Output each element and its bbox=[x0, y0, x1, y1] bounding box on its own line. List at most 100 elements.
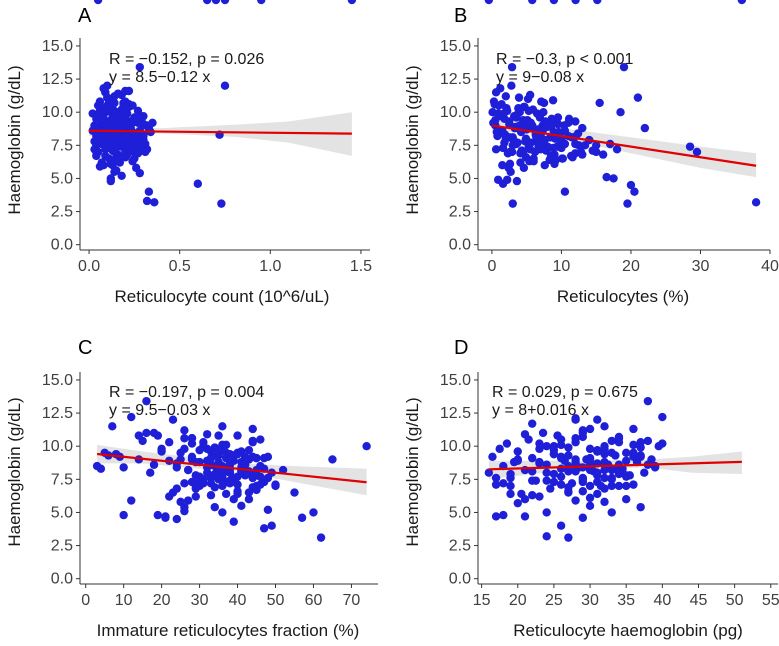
panel-b-data-point bbox=[512, 176, 522, 186]
panel-d-data-point bbox=[488, 452, 497, 461]
panel-a-data-point bbox=[139, 130, 148, 139]
panel-d-data-point bbox=[600, 457, 609, 467]
panel-c-data-point bbox=[229, 517, 238, 526]
panel-a-data-point bbox=[110, 147, 119, 157]
panel-b-annotation-eq: y = 9−0.08 x bbox=[496, 69, 584, 86]
panel-c-data-point bbox=[244, 495, 254, 504]
panel-c-data-point bbox=[218, 481, 227, 491]
panel-d-data-point bbox=[571, 415, 580, 424]
panel-c-x-tick-label: 50 bbox=[267, 592, 285, 609]
panel-b-y-tick-label: 12.5 bbox=[440, 71, 471, 88]
panel-b-data-point bbox=[751, 198, 761, 207]
panel-c-data-point bbox=[233, 489, 242, 499]
panel-b-x-tick-label: 20 bbox=[622, 258, 640, 275]
panel-c-data-point bbox=[290, 488, 299, 497]
panel-d-data-point bbox=[542, 476, 551, 485]
panel-c-x-tick-label: 60 bbox=[305, 592, 323, 609]
panel-d-data-point bbox=[535, 439, 544, 448]
panel-b-data-point bbox=[503, 175, 512, 184]
panel-b-x-tick-label: 0 bbox=[487, 258, 496, 275]
panel-c-data-point bbox=[309, 508, 318, 517]
panel-d-data-point bbox=[528, 0, 537, 5]
panel-d-data-point bbox=[621, 456, 631, 465]
panel-a-y-tick-label: 0.0 bbox=[51, 237, 73, 254]
panel-b-data-point bbox=[490, 100, 499, 109]
panel-b-x-tick-label: 40 bbox=[761, 258, 779, 275]
panel-a-plot: 0.0 2.5 5.0 7.5 10.0 12.5 15.0 0.0 0.5 1.0 1.5 bbox=[42, 0, 372, 275]
panel-d-data-point bbox=[658, 412, 667, 422]
panel-a-data-point bbox=[117, 153, 126, 162]
panel-d-data-point bbox=[600, 422, 609, 431]
panel-c-y-tick-label: 2.5 bbox=[51, 538, 73, 555]
panel-d-data-point bbox=[578, 487, 588, 496]
panel-a-data-point bbox=[104, 104, 114, 113]
panel-d-data-point bbox=[546, 484, 555, 493]
panel-b-data-point bbox=[568, 153, 577, 162]
panel-b-data-point bbox=[560, 187, 570, 196]
panel-b-data-point bbox=[609, 174, 618, 183]
panel-a-y-tick-label: 7.5 bbox=[51, 137, 73, 154]
panel-d-data-point bbox=[585, 493, 595, 503]
panel-d-data-point bbox=[643, 396, 653, 406]
panel-d-x-tick-label: 35 bbox=[617, 592, 635, 609]
panel-c-data-point bbox=[195, 481, 204, 491]
panel-d-data-point bbox=[542, 508, 551, 517]
panel-a-x-tick-label: 0.0 bbox=[78, 258, 100, 275]
panel-d-data-point bbox=[607, 508, 616, 517]
panel-b-data-point bbox=[557, 143, 566, 153]
panel-c-data-point bbox=[119, 510, 128, 520]
panel-a-data-point bbox=[139, 119, 148, 129]
panel-b-data-point bbox=[526, 118, 536, 128]
panel-d-data-point bbox=[520, 512, 530, 521]
panel-d-data-point bbox=[600, 444, 609, 454]
panel-c-y-tick-label: 12.5 bbox=[42, 405, 73, 422]
panel-d-data-point bbox=[556, 440, 566, 450]
panel-d-xlabel: Reticulocyte haemoglobin (pg) bbox=[513, 621, 743, 640]
panel-d-data-point bbox=[520, 430, 530, 439]
panel-b-x-tick-label: 30 bbox=[692, 258, 710, 275]
panel-d-data-point bbox=[506, 469, 515, 479]
panel-d-data-point bbox=[528, 453, 537, 463]
panel-b-data-point bbox=[571, 139, 580, 149]
panel-c-data-point bbox=[180, 426, 189, 435]
panel-a-data-point bbox=[144, 187, 154, 196]
panel-a-y-tick-label: 15.0 bbox=[42, 38, 73, 55]
panel-d-data-point bbox=[650, 461, 660, 471]
panel-c-data-point bbox=[248, 424, 257, 434]
panel-a-y-tick-label: 5.0 bbox=[51, 170, 73, 187]
panel-a-regression-line bbox=[89, 129, 352, 135]
panel-a-annotation-eq: y = 8.5−0.12 x bbox=[109, 69, 210, 86]
panel-c-data-point bbox=[256, 472, 265, 481]
panel-c-data-point bbox=[221, 489, 231, 499]
panel-d-data-point bbox=[593, 415, 602, 424]
panel-d-data-point bbox=[593, 489, 602, 499]
panel-c-x-tick-label: 40 bbox=[229, 592, 247, 609]
panel-d-data-point bbox=[556, 452, 566, 461]
panel-c-ylabel: Haemoglobin (g/dL) bbox=[5, 397, 24, 546]
panel-b-data-point bbox=[616, 108, 625, 117]
panel-c-data-point bbox=[278, 465, 288, 475]
panel-c-data-point bbox=[248, 471, 257, 480]
panel-a-data-point bbox=[97, 158, 106, 167]
panel-d-data-point bbox=[535, 457, 544, 467]
panel-c-data-point bbox=[263, 505, 273, 514]
panel-c-data-point bbox=[127, 412, 136, 422]
panel-b-data-point bbox=[553, 119, 563, 129]
panel-b-data-point bbox=[550, 134, 560, 143]
panel-d-data-point bbox=[513, 447, 522, 456]
panel-a-data-point bbox=[131, 113, 141, 122]
panel-c-regression-line bbox=[96, 452, 367, 484]
panel-d-x-tick-label: 25 bbox=[545, 592, 563, 609]
panel-c-data-point bbox=[161, 513, 170, 522]
panel-c-data-point bbox=[149, 428, 159, 438]
panel-d-data-point bbox=[578, 513, 588, 522]
panel-b-data-point bbox=[591, 141, 601, 150]
panel-d-data-point bbox=[640, 468, 649, 477]
panel-d-data-point bbox=[614, 469, 624, 479]
panel-d-data-point bbox=[607, 436, 616, 446]
panel-a-data-point bbox=[101, 151, 110, 161]
panel-d-data-point bbox=[607, 473, 616, 483]
panel-d-data-point bbox=[621, 448, 631, 458]
panel-a-data-point bbox=[142, 145, 152, 154]
panel-c-data-point bbox=[316, 533, 326, 542]
